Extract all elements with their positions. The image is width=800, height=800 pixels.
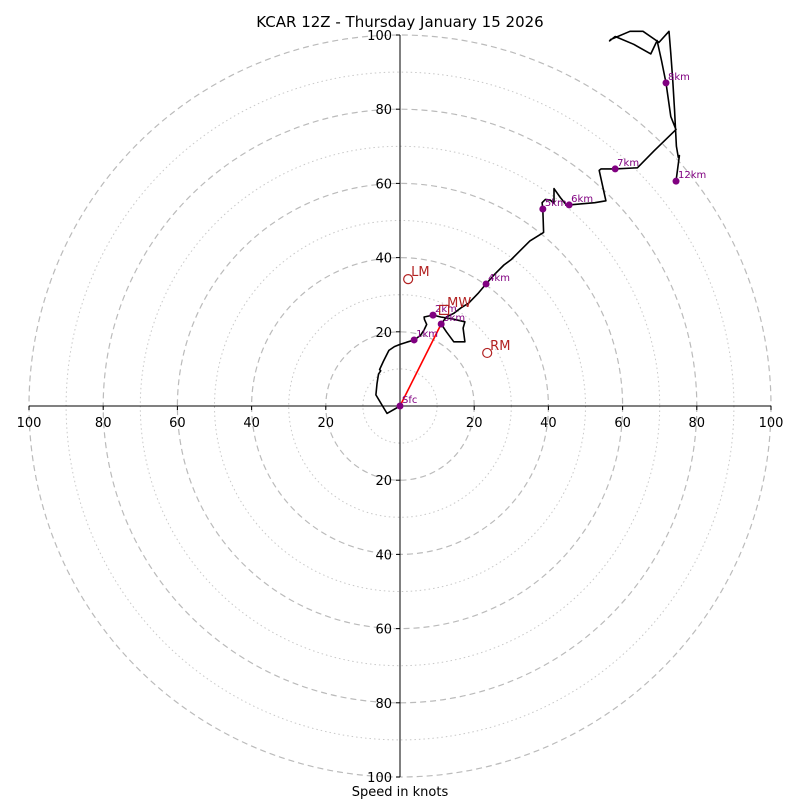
x-tick-label: 20	[318, 416, 335, 431]
y-tick-label: 20	[375, 326, 392, 341]
height-marker-dot	[482, 280, 490, 288]
height-marker-sfc: Sfc	[396, 395, 417, 410]
storm-motion-markers: LM RM MW	[403, 265, 510, 359]
height-marker-label: 4km	[488, 273, 510, 284]
y-tick-label: 20	[375, 474, 392, 489]
height-marker-2km: 2km	[429, 304, 457, 319]
x-tick-label: 40	[540, 416, 557, 431]
height-marker-5km: 5km	[539, 198, 567, 213]
hodograph-trace-line	[375, 30, 681, 415]
height-marker-label: 8km	[668, 72, 690, 83]
height-marker-12km: 12km	[672, 170, 706, 185]
height-marker-8km: 8km	[662, 72, 690, 87]
height-marker-label: 5km	[545, 198, 567, 209]
y-tick-label: 40	[375, 252, 392, 267]
y-tick-label: 80	[375, 697, 392, 712]
y-tick-label: 60	[375, 177, 392, 192]
height-marker-7km: 7km	[611, 158, 639, 173]
storm-motion-rm: RM	[482, 339, 510, 359]
x-tick-label: 80	[95, 416, 112, 431]
x-tick-label: 40	[243, 416, 260, 431]
storm-motion-label: RM	[490, 339, 510, 354]
wind-trace	[375, 30, 681, 415]
chart-title: KCAR 12Z - Thursday January 15 2026	[256, 13, 543, 31]
height-marker-3km: 3km	[437, 313, 465, 328]
height-marker-6km: 6km	[565, 194, 593, 209]
x-tick-label: 60	[614, 416, 631, 431]
x-tick-label: 100	[17, 416, 42, 431]
y-tick-label: 100	[367, 29, 392, 44]
shear-vector-layer	[399, 323, 442, 407]
y-tick-label: 40	[375, 548, 392, 563]
height-marker-label: 2km	[435, 304, 457, 315]
height-marker-dot	[410, 336, 418, 344]
height-marker-dot	[437, 320, 445, 328]
x-tick-label: 100	[759, 416, 784, 431]
height-marker-dot	[429, 311, 437, 319]
tick-labels: 100 100 80 80 60 60 40 40 20 20 20 20 40 40 60 60 80 80 10…	[17, 29, 784, 786]
x-tick-label: 20	[466, 416, 483, 431]
height-marker-label: 1km	[416, 329, 438, 340]
height-marker-dot	[662, 79, 670, 87]
height-marker-dot	[539, 205, 547, 213]
y-tick-label: 100	[367, 771, 392, 786]
y-tick-label: 80	[375, 103, 392, 118]
x-axis-label: Speed in knots	[352, 785, 449, 800]
x-tick-label: 60	[169, 416, 186, 431]
x-tick-label: 80	[689, 416, 706, 431]
height-marker-dot	[565, 201, 573, 209]
height-marker-dot	[611, 165, 619, 173]
shear-vector-line	[399, 323, 442, 407]
height-marker-dot	[396, 402, 404, 410]
storm-motion-marker	[403, 274, 414, 285]
storm-motion-lm: LM	[403, 265, 430, 285]
height-marker-label: 3km	[443, 313, 465, 324]
y-tick-label: 60	[375, 623, 392, 638]
storm-motion-label: LM	[411, 265, 429, 280]
height-marker-4km: 4km	[482, 273, 510, 288]
height-marker-dot	[672, 177, 680, 185]
storm-motion-mw: MW	[439, 296, 471, 316]
height-marker-label: 7km	[617, 158, 639, 169]
height-marker-label: Sfc	[402, 395, 417, 406]
height-marker-label: 12km	[678, 170, 706, 181]
height-marker-label: 6km	[571, 194, 593, 205]
height-marker-1km: 1km	[410, 329, 438, 344]
storm-motion-marker	[482, 347, 493, 359]
storm-motion-label: MW	[447, 296, 471, 311]
storm-motion-marker	[439, 304, 450, 316]
